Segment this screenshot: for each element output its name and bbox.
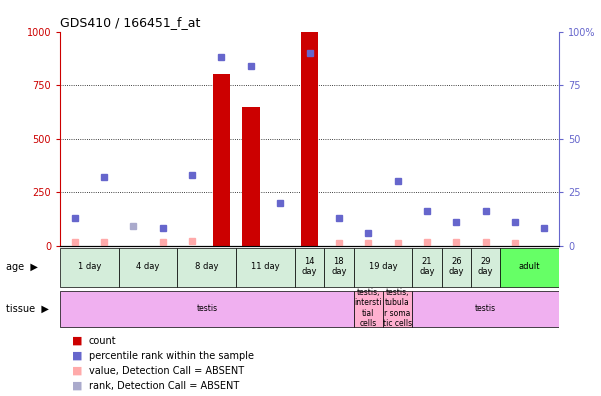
- Text: testis,
intersti
tial
cells: testis, intersti tial cells: [355, 288, 382, 328]
- Bar: [471, 248, 500, 287]
- Bar: [295, 248, 324, 287]
- Bar: [500, 248, 559, 287]
- Text: 18
day: 18 day: [331, 257, 347, 276]
- Text: value, Detection Call = ABSENT: value, Detection Call = ABSENT: [89, 366, 244, 376]
- Text: GDS410 / 166451_f_at: GDS410 / 166451_f_at: [60, 16, 201, 29]
- Bar: [324, 248, 353, 287]
- Text: age  ▶: age ▶: [6, 262, 38, 272]
- Text: 29
day: 29 day: [478, 257, 493, 276]
- Text: percentile rank within the sample: percentile rank within the sample: [89, 350, 254, 361]
- Bar: [412, 248, 442, 287]
- Text: 11 day: 11 day: [251, 262, 280, 271]
- Text: 19 day: 19 day: [368, 262, 397, 271]
- Text: ■: ■: [72, 335, 82, 346]
- Text: testis: testis: [197, 304, 218, 312]
- Text: testis,
tubula
r soma
tic cells: testis, tubula r soma tic cells: [383, 288, 412, 328]
- Bar: [213, 74, 230, 246]
- Text: rank, Detection Call = ABSENT: rank, Detection Call = ABSENT: [89, 381, 239, 391]
- Bar: [300, 32, 319, 246]
- Text: count: count: [89, 335, 117, 346]
- Text: ■: ■: [72, 366, 82, 376]
- Text: 4 day: 4 day: [136, 262, 160, 271]
- Text: tissue  ▶: tissue ▶: [6, 304, 49, 314]
- Bar: [412, 291, 559, 327]
- Text: 21
day: 21 day: [419, 257, 435, 276]
- Text: 8 day: 8 day: [195, 262, 219, 271]
- Bar: [60, 248, 119, 287]
- Bar: [383, 291, 412, 327]
- Text: 26
day: 26 day: [448, 257, 464, 276]
- Bar: [353, 248, 412, 287]
- Bar: [177, 248, 236, 287]
- Text: testis: testis: [475, 304, 496, 312]
- Text: ■: ■: [72, 381, 82, 391]
- Bar: [353, 291, 383, 327]
- Bar: [442, 248, 471, 287]
- Text: 1 day: 1 day: [78, 262, 101, 271]
- Bar: [60, 291, 353, 327]
- Bar: [119, 248, 177, 287]
- Text: ■: ■: [72, 350, 82, 361]
- Bar: [242, 107, 260, 246]
- Bar: [236, 248, 295, 287]
- Text: 14
day: 14 day: [302, 257, 317, 276]
- Text: adult: adult: [519, 262, 540, 271]
